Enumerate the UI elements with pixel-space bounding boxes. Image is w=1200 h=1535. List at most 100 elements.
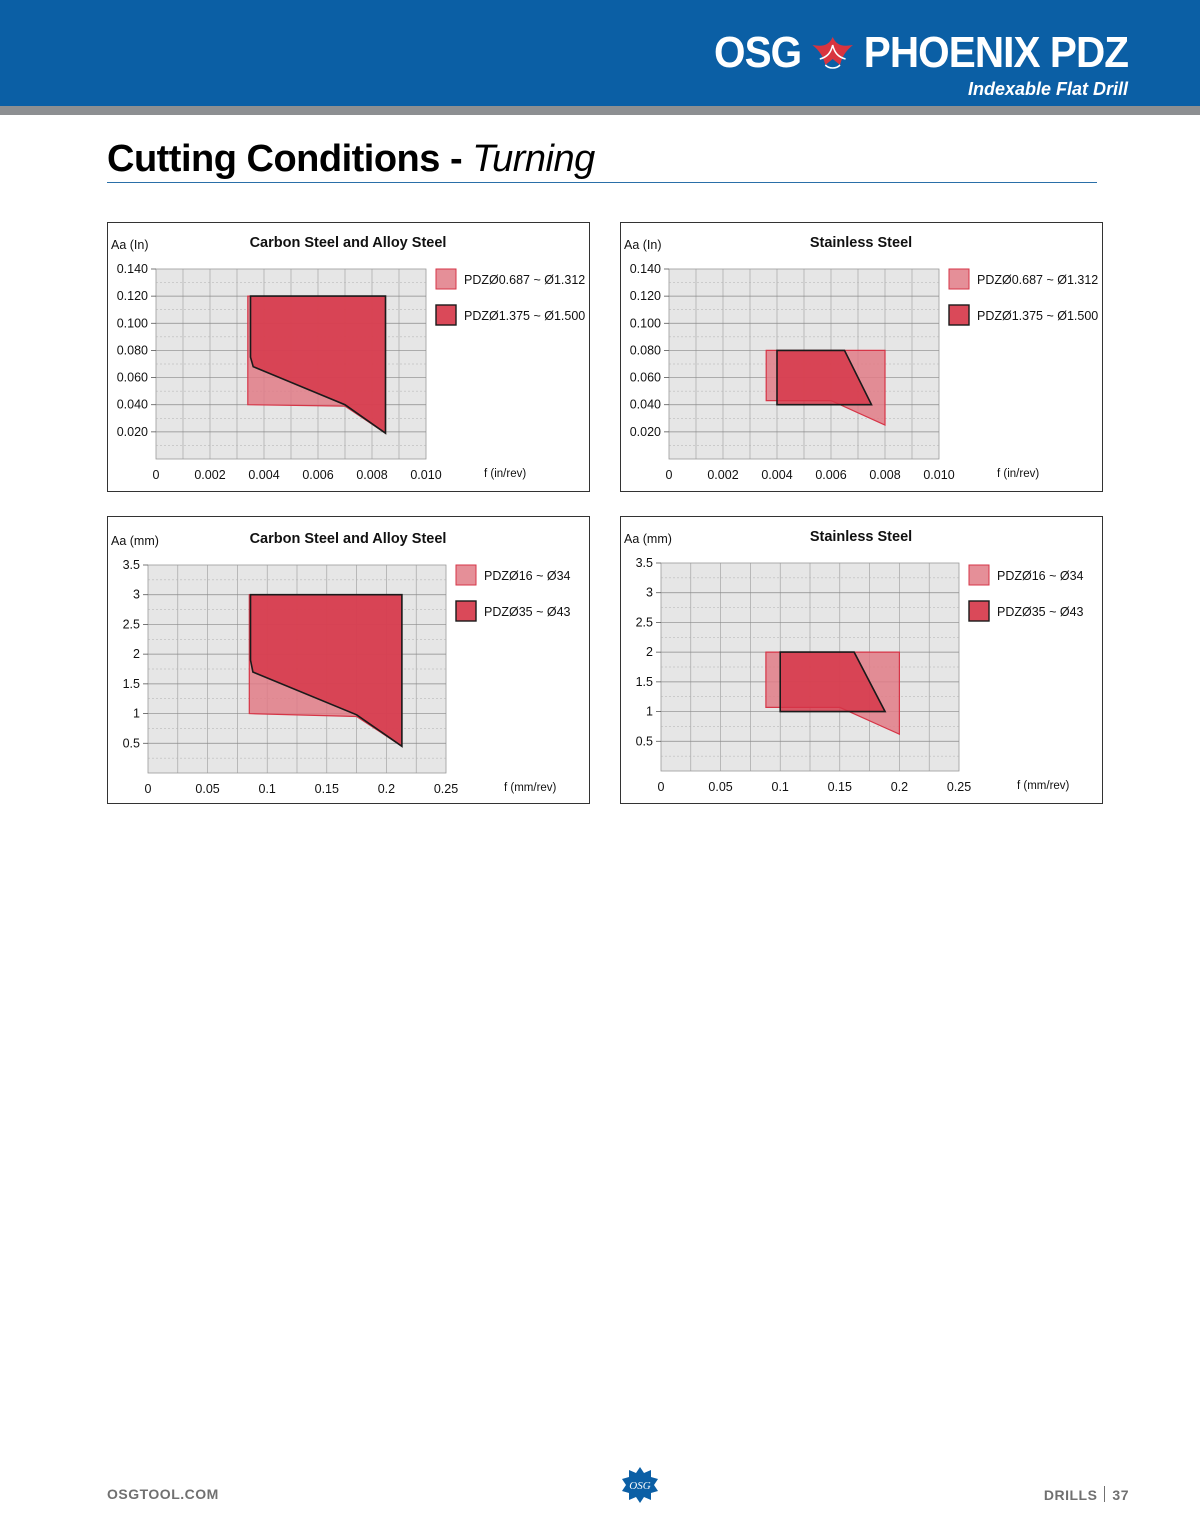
header-stripe [0, 106, 1200, 115]
x-axis-label: f (mm/rev) [1017, 780, 1070, 792]
legend-label: PDZØ35 ~ Ø43 [997, 605, 1084, 619]
x-axis-label: f (in/rev) [997, 468, 1039, 480]
legend-swatch [435, 268, 457, 290]
legend-label: PDZØ16 ~ Ø34 [484, 569, 571, 583]
chart-title: Stainless Steel [810, 529, 912, 545]
x-tick-label: 0.2 [891, 780, 908, 794]
header-banner [0, 0, 1200, 106]
y-tick-label: 1 [646, 705, 653, 719]
legend-swatch [948, 304, 970, 326]
y-tick-label: 1.5 [123, 677, 140, 691]
y-tick-label: 0.5 [123, 736, 140, 750]
chart-stainless-steel-mm: 0.5 1 1.5 2 2.5 3 3.5 0 0.05 0.1 0.15 0.2 0.25 Aa (mm… [620, 516, 1103, 804]
x-tick-label: 0 [666, 468, 673, 482]
legend-label: PDZØ35 ~ Ø43 [484, 605, 571, 619]
y-tick-label: 3.5 [123, 558, 140, 572]
legend-label: PDZØ0.687 ~ Ø1.312 [464, 273, 585, 287]
chart-title: Stainless Steel [810, 235, 912, 251]
chart-svg: 0.020 0.040 0.060 0.080 0.100 0.120 0.140 0 0.00… [624, 235, 1098, 482]
y-axis-label: Aa (mm) [624, 532, 672, 546]
legend-swatch [455, 564, 477, 586]
footer-separator [1104, 1486, 1106, 1502]
legend-swatch [435, 304, 457, 326]
y-tick-label: 0.020 [630, 425, 661, 439]
chart-stainless-steel-inch: 0.020 0.040 0.060 0.080 0.100 0.120 0.140 0 0.00… [620, 222, 1103, 492]
x-tick-label: 0.05 [195, 782, 219, 796]
y-tick-label: 0.5 [636, 734, 653, 748]
legend-swatch [968, 564, 990, 586]
footer-page-info: DRILLS 37 [1044, 1486, 1129, 1503]
y-tick-label: 2.5 [123, 617, 140, 631]
y-tick-label: 2.5 [636, 615, 653, 629]
x-axis-label: f (in/rev) [484, 468, 526, 480]
y-tick-label: 0.100 [117, 316, 148, 330]
brand-left: OSG [713, 28, 802, 77]
brand-right: PHOENIX PDZ [863, 28, 1129, 77]
x-tick-label: 0.004 [248, 468, 279, 482]
y-tick-label: 1 [133, 707, 140, 721]
brand-tagline: Indexable Flat Drill [967, 79, 1128, 99]
x-tick-label: 0.006 [815, 468, 846, 482]
osg-logo-icon: OSG [622, 1467, 658, 1503]
legend-label: PDZØ1.375 ~ Ø1.500 [977, 309, 1098, 323]
x-tick-label: 0.010 [410, 468, 441, 482]
chart-carbon-steel-mm: 0.5 1 1.5 2 2.5 3 3.5 0 0.05 0.1 0.15 0.2 0.25 Aa (mm… [107, 516, 590, 804]
page-title-main: Cutting Conditions - [107, 138, 473, 180]
footer-section: DRILLS [1043, 1487, 1098, 1503]
x-tick-label: 0.15 [315, 782, 339, 796]
y-tick-label: 2 [133, 647, 140, 661]
y-tick-label: 0.120 [630, 289, 661, 303]
y-axis-label: Aa (mm) [111, 534, 159, 548]
x-tick-label: 0 [658, 780, 665, 794]
page-title-sub: Turning [472, 138, 595, 180]
page-title: Cutting Conditions - Turning [107, 138, 595, 181]
chart-svg: 0.5 1 1.5 2 2.5 3 3.5 0 0.05 0.1 0.15 0.2 0.25 Aa (mm… [624, 529, 1084, 794]
series-area-pdz-1-375-1-500 [249, 295, 387, 435]
y-tick-label: 0.080 [117, 343, 148, 357]
title-rule [107, 182, 1097, 183]
chart-title: Carbon Steel and Alloy Steel [250, 531, 447, 547]
brand-logo: OSG PHOENIX PDZ [713, 28, 1129, 78]
osg-logo-text: OSG [629, 1480, 650, 1492]
footer-website: OSGTOOL.COM [107, 1486, 219, 1502]
series-area-pdz-35-43 [249, 593, 403, 748]
series-area-pdz-1-375-1-500 [776, 349, 873, 406]
x-tick-label: 0.1 [772, 780, 789, 794]
x-axis-label: f (mm/rev) [504, 782, 557, 794]
x-tick-label: 0.006 [302, 468, 333, 482]
y-tick-label: 0.120 [117, 289, 148, 303]
y-axis-label: Aa (In) [624, 238, 662, 252]
legend-swatch [455, 600, 477, 622]
y-tick-label: 0.040 [630, 398, 661, 412]
x-tick-label: 0.010 [923, 468, 954, 482]
chart-title: Carbon Steel and Alloy Steel [250, 235, 447, 251]
legend-swatch [948, 268, 970, 290]
y-tick-label: 2 [646, 645, 653, 659]
x-tick-label: 0.05 [708, 780, 732, 794]
chart-svg: 0.5 1 1.5 2 2.5 3 3.5 0 0.05 0.1 0.15 0.2 0.25 Aa (mm… [111, 531, 571, 796]
x-tick-label: 0.008 [356, 468, 387, 482]
y-tick-label: 0.140 [630, 262, 661, 276]
x-tick-label: 0.002 [707, 468, 738, 482]
y-tick-label: 0.100 [630, 316, 661, 330]
y-tick-label: 0.020 [117, 425, 148, 439]
phoenix-icon [812, 37, 853, 69]
footer-page-number: 37 [1112, 1487, 1129, 1503]
series-area-pdz-35-43 [779, 651, 887, 713]
legend-swatch [968, 600, 990, 622]
x-tick-label: 0.2 [378, 782, 395, 796]
x-tick-label: 0 [153, 468, 160, 482]
y-tick-label: 0.060 [117, 371, 148, 385]
y-tick-label: 0.040 [117, 398, 148, 412]
y-tick-label: 3 [646, 586, 653, 600]
chart-svg: 0.020 0.040 0.060 0.080 0.100 0.120 0.140 0 0.00… [111, 235, 585, 482]
x-tick-label: 0.25 [947, 780, 971, 794]
legend-label: PDZØ1.375 ~ Ø1.500 [464, 309, 585, 323]
y-tick-label: 0.080 [630, 343, 661, 357]
legend-label: PDZØ0.687 ~ Ø1.312 [977, 273, 1098, 287]
x-tick-label: 0.002 [194, 468, 225, 482]
y-tick-label: 0.060 [630, 371, 661, 385]
chart-carbon-steel-inch: 0.020 0.040 0.060 0.080 0.100 0.120 0.140 0 0.00… [107, 222, 590, 492]
x-tick-label: 0.15 [828, 780, 852, 794]
x-tick-label: 0.008 [869, 468, 900, 482]
